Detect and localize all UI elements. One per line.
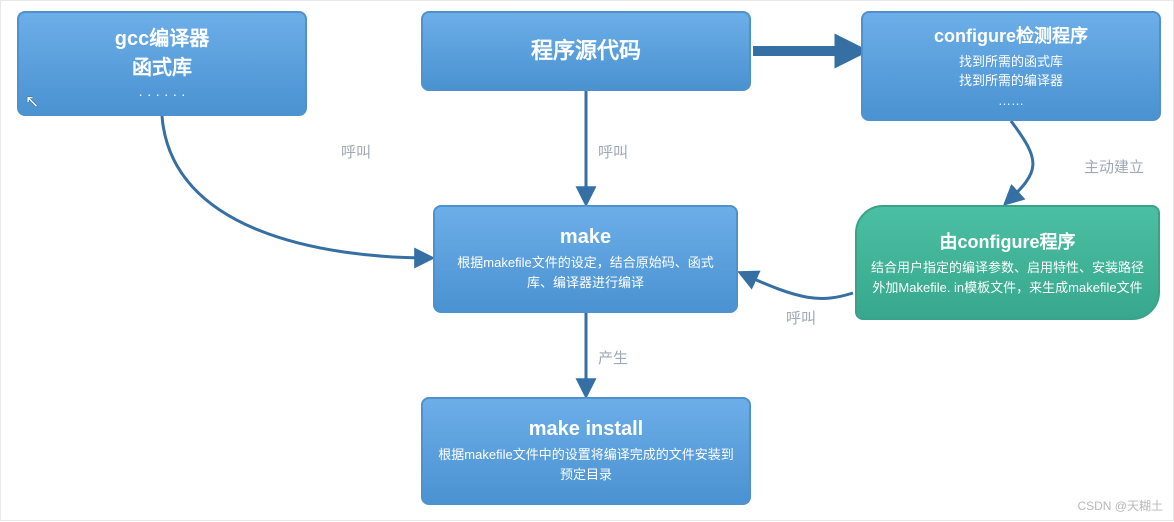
node-install: make install 根据makefile文件中的设置将编译完成的文件安装到预… bbox=[421, 397, 751, 505]
edge-label-make-install: 产生 bbox=[598, 347, 628, 368]
node-byconf-body: 结合用户指定的编译参数、启用特性、安装路径外加Makefile. in模板文件，… bbox=[871, 258, 1144, 297]
node-configure: configure检测程序找到所需的函式库 找到所需的编译器 …… bbox=[861, 11, 1161, 121]
edge-label-gcc-make: 呼叫 bbox=[341, 141, 371, 162]
node-make-title: make bbox=[560, 226, 611, 249]
node-source: 程序源代码 bbox=[421, 11, 751, 91]
edge-label-source-make: 呼叫 bbox=[598, 141, 628, 162]
node-gcc: gcc编译器 函式库 · · · · · · bbox=[17, 11, 307, 116]
node-make: make 根据makefile文件的设定，结合原始码、函式库、编译器进行编译 bbox=[433, 205, 738, 313]
node-make-body: 根据makefile文件的设定，结合原始码、函式库、编译器进行编译 bbox=[449, 253, 722, 292]
edge-byconf-make bbox=[741, 273, 853, 298]
node-byconf-title: 由configure程序 bbox=[939, 228, 1075, 254]
node-install-title: make install bbox=[529, 418, 644, 441]
edge-configure-byconf bbox=[1006, 121, 1033, 203]
edge-label-configure-byconf: 主动建立 bbox=[1084, 156, 1144, 177]
edge-gcc-make bbox=[162, 116, 431, 258]
node-source-title: 程序源代码 bbox=[531, 33, 641, 65]
node-gcc-title: gcc编译器 函式库 bbox=[115, 22, 209, 80]
node-configure-body: 找到所需的函式库 找到所需的编译器 …… bbox=[959, 52, 1063, 111]
node-byconf: 由configure程序结合用户指定的编译参数、启用特性、安装路径外加Makef… bbox=[855, 205, 1160, 320]
node-install-body: 根据makefile文件中的设置将编译完成的文件安装到预定目录 bbox=[437, 445, 735, 484]
node-gcc-body: · · · · · · bbox=[138, 84, 185, 105]
node-configure-title: configure检测程序 bbox=[934, 22, 1088, 48]
watermark-text: CSDN @天糊土 bbox=[1077, 497, 1163, 514]
edge-label-byconf-make: 呼叫 bbox=[786, 307, 816, 328]
